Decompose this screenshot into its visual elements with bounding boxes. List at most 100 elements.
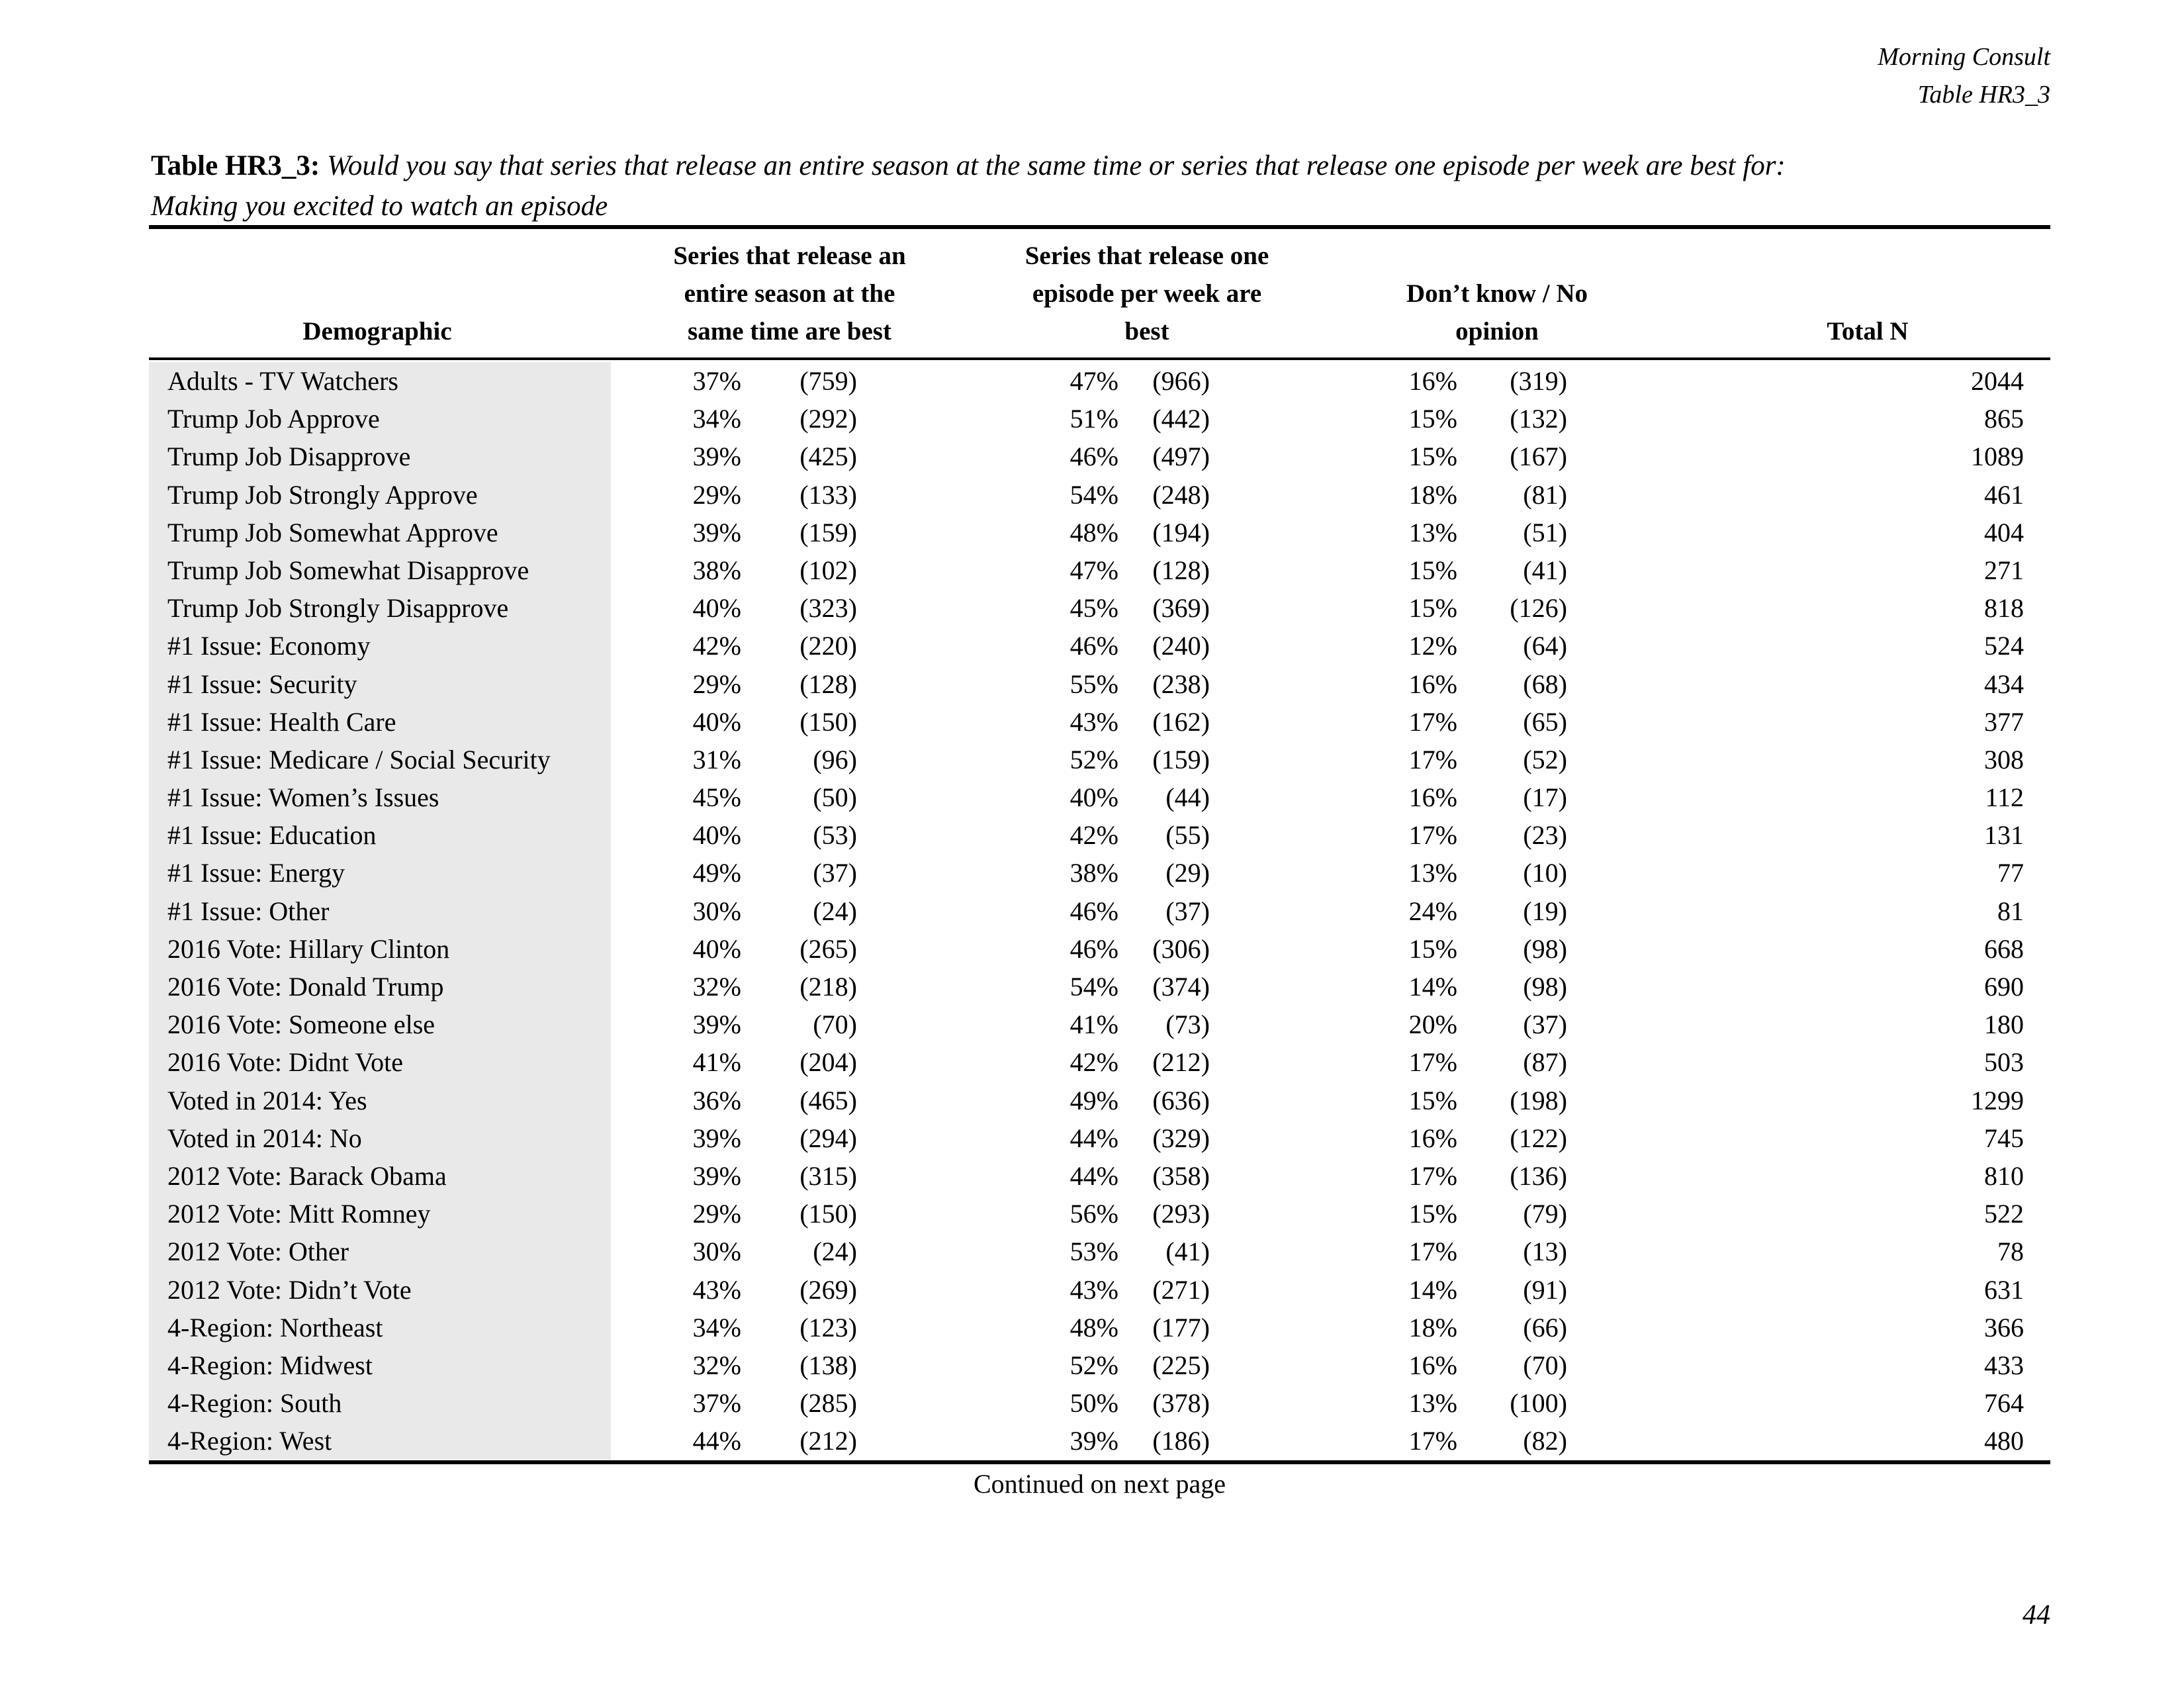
total-n-value: 1299 bbox=[1971, 1085, 2024, 1115]
entire-season-count: (150) bbox=[799, 1199, 857, 1229]
continued-note: Continued on next page bbox=[973, 1469, 1226, 1499]
total-n-value: 434 bbox=[1984, 669, 2024, 699]
table-row: 2016 Vote: Hillary Clinton 40% (265) 46% (30… bbox=[149, 929, 2050, 968]
table-row: 2012 Vote: Mitt Romney 29% (150) 56% (293) 15… bbox=[149, 1195, 2050, 1233]
one-episode-count: (293) bbox=[1152, 1199, 1210, 1229]
entire-season-percent: 38% bbox=[692, 555, 741, 585]
one-episode-count: (374) bbox=[1152, 972, 1210, 1002]
one-episode-count: (238) bbox=[1152, 669, 1210, 699]
entire-season-count: (70) bbox=[813, 1009, 857, 1040]
entire-season-count: (315) bbox=[799, 1160, 857, 1191]
total-n-value: 377 bbox=[1984, 706, 2024, 737]
one-episode-percent: 38% bbox=[1069, 858, 1118, 888]
entire-season-count: (220) bbox=[799, 631, 857, 661]
one-episode-count: (194) bbox=[1152, 517, 1210, 547]
demographic-label: Trump Job Disapprove bbox=[149, 438, 611, 476]
entire-season-percent: 37% bbox=[692, 366, 741, 396]
table-row: Trump Job Approve 34% (292) 51% (442) 15% (132… bbox=[149, 400, 2050, 438]
total-n-value: 690 bbox=[1984, 972, 2024, 1002]
table-row: Trump Job Strongly Disapprove 40% (323) 45%… bbox=[149, 589, 2050, 628]
dont-know-count: (66) bbox=[1523, 1312, 1567, 1342]
dont-know-percent: 17% bbox=[1408, 1237, 1457, 1267]
total-n-value: 745 bbox=[1984, 1123, 2024, 1153]
demographic-label: #1 Issue: Economy bbox=[149, 627, 611, 665]
one-episode-count: (73) bbox=[1165, 1009, 1210, 1040]
total-n-value: 668 bbox=[1984, 933, 2024, 964]
table-row: 2016 Vote: Someone else 39% (70) 41% (73) 20%… bbox=[149, 1006, 2050, 1044]
dont-know-count: (198) bbox=[1510, 1085, 1567, 1115]
one-episode-percent: 49% bbox=[1069, 1085, 1118, 1115]
dont-know-percent: 24% bbox=[1408, 896, 1457, 926]
one-episode-count: (329) bbox=[1152, 1123, 1210, 1153]
column-header-entire-season: Series that release an entire season at t… bbox=[673, 237, 905, 350]
total-n-value: 764 bbox=[1984, 1388, 2024, 1419]
demographic-label: 4-Region: West bbox=[149, 1422, 611, 1460]
entire-season-percent: 29% bbox=[692, 1199, 741, 1229]
dont-know-count: (98) bbox=[1523, 933, 1567, 964]
total-n-value: 366 bbox=[1984, 1312, 2024, 1342]
one-episode-percent: 44% bbox=[1069, 1160, 1118, 1191]
demographic-label: 2016 Vote: Someone else bbox=[149, 1006, 611, 1044]
demographic-label: 2016 Vote: Didnt Vote bbox=[149, 1043, 611, 1082]
one-episode-count: (306) bbox=[1152, 933, 1210, 964]
demographic-label: #1 Issue: Security bbox=[149, 665, 611, 703]
entire-season-count: (294) bbox=[799, 1123, 857, 1153]
one-episode-percent: 46% bbox=[1069, 631, 1118, 661]
table-row: #1 Issue: Health Care 40% (150) 43% (162) 17%… bbox=[149, 702, 2050, 741]
one-episode-percent: 42% bbox=[1069, 820, 1118, 851]
table-row: #1 Issue: Other 30% (24) 46% (37) 24% (19) 81 bbox=[149, 892, 2050, 930]
demographic-label: 4-Region: Northeast bbox=[149, 1308, 611, 1346]
entire-season-percent: 32% bbox=[692, 972, 741, 1002]
entire-season-percent: 32% bbox=[692, 1350, 741, 1380]
demographic-label: Voted in 2014: Yes bbox=[149, 1081, 611, 1119]
total-n-value: 78 bbox=[1997, 1237, 2024, 1267]
column-header-one-episode: Series that release one episode per week … bbox=[1025, 237, 1269, 350]
dont-know-percent: 16% bbox=[1408, 669, 1457, 699]
header-rule bbox=[149, 357, 2050, 360]
total-n-value: 810 bbox=[1984, 1160, 2024, 1191]
dont-know-count: (132) bbox=[1510, 404, 1567, 434]
table-row: 2012 Vote: Other 30% (24) 53% (41) 17% (13) 78 bbox=[149, 1233, 2050, 1271]
entire-season-percent: 39% bbox=[692, 1160, 741, 1191]
dont-know-percent: 15% bbox=[1408, 404, 1457, 434]
one-episode-percent: 46% bbox=[1069, 933, 1118, 964]
one-episode-count: (636) bbox=[1152, 1085, 1210, 1115]
dont-know-count: (81) bbox=[1523, 479, 1567, 510]
one-episode-percent: 46% bbox=[1069, 442, 1118, 472]
table-row: 4-Region: South 37% (285) 50% (378) 13% (100) 7… bbox=[149, 1384, 2050, 1423]
total-n-value: 818 bbox=[1984, 593, 2024, 624]
entire-season-count: (102) bbox=[799, 555, 857, 585]
table-row: Trump Job Disapprove 39% (425) 46% (497) 15% (… bbox=[149, 438, 2050, 476]
table-row: 2012 Vote: Didn’t Vote 43% (269) 43% (271) 14… bbox=[149, 1270, 2050, 1309]
one-episode-percent: 56% bbox=[1069, 1199, 1118, 1229]
entire-season-count: (218) bbox=[799, 972, 857, 1002]
demographic-label: 4-Region: South bbox=[149, 1384, 611, 1423]
table-row: #1 Issue: Security 29% (128) 55% (238) 16% (68… bbox=[149, 665, 2050, 703]
corner-header-source: Morning Consult bbox=[1878, 43, 2050, 71]
table-row: Trump Job Somewhat Disapprove 38% (102) 47%… bbox=[149, 551, 2050, 590]
demographic-label: 2012 Vote: Barack Obama bbox=[149, 1156, 611, 1196]
dont-know-count: (64) bbox=[1523, 631, 1567, 661]
dont-know-percent: 15% bbox=[1408, 1085, 1457, 1115]
entire-season-percent: 37% bbox=[692, 1388, 741, 1419]
total-n-value: 522 bbox=[1984, 1199, 2024, 1229]
entire-season-percent: 39% bbox=[692, 517, 741, 547]
demographic-label: #1 Issue: Women’s Issues bbox=[149, 778, 611, 817]
table-row: Trump Job Somewhat Approve 39% (159) 48% (19… bbox=[149, 513, 2050, 551]
demographic-label: Trump Job Approve bbox=[149, 400, 611, 438]
one-episode-percent: 40% bbox=[1069, 782, 1118, 813]
dont-know-count: (19) bbox=[1523, 896, 1567, 926]
entire-season-percent: 39% bbox=[692, 1009, 741, 1040]
entire-season-count: (37) bbox=[813, 858, 857, 888]
column-header-line: Series that release an bbox=[673, 242, 906, 270]
entire-season-percent: 49% bbox=[692, 858, 741, 888]
dont-know-percent: 16% bbox=[1408, 782, 1457, 813]
title-question-line2: Making you excited to watch an episode bbox=[151, 191, 608, 222]
dont-know-count: (65) bbox=[1523, 706, 1567, 737]
entire-season-count: (292) bbox=[799, 404, 857, 434]
entire-season-percent: 30% bbox=[692, 896, 741, 926]
demographic-label: 2016 Vote: Donald Trump bbox=[149, 968, 611, 1006]
demographic-label: #1 Issue: Energy bbox=[149, 854, 611, 892]
total-n-value: 112 bbox=[1985, 782, 2024, 813]
page-number: 44 bbox=[2023, 1600, 2050, 1630]
